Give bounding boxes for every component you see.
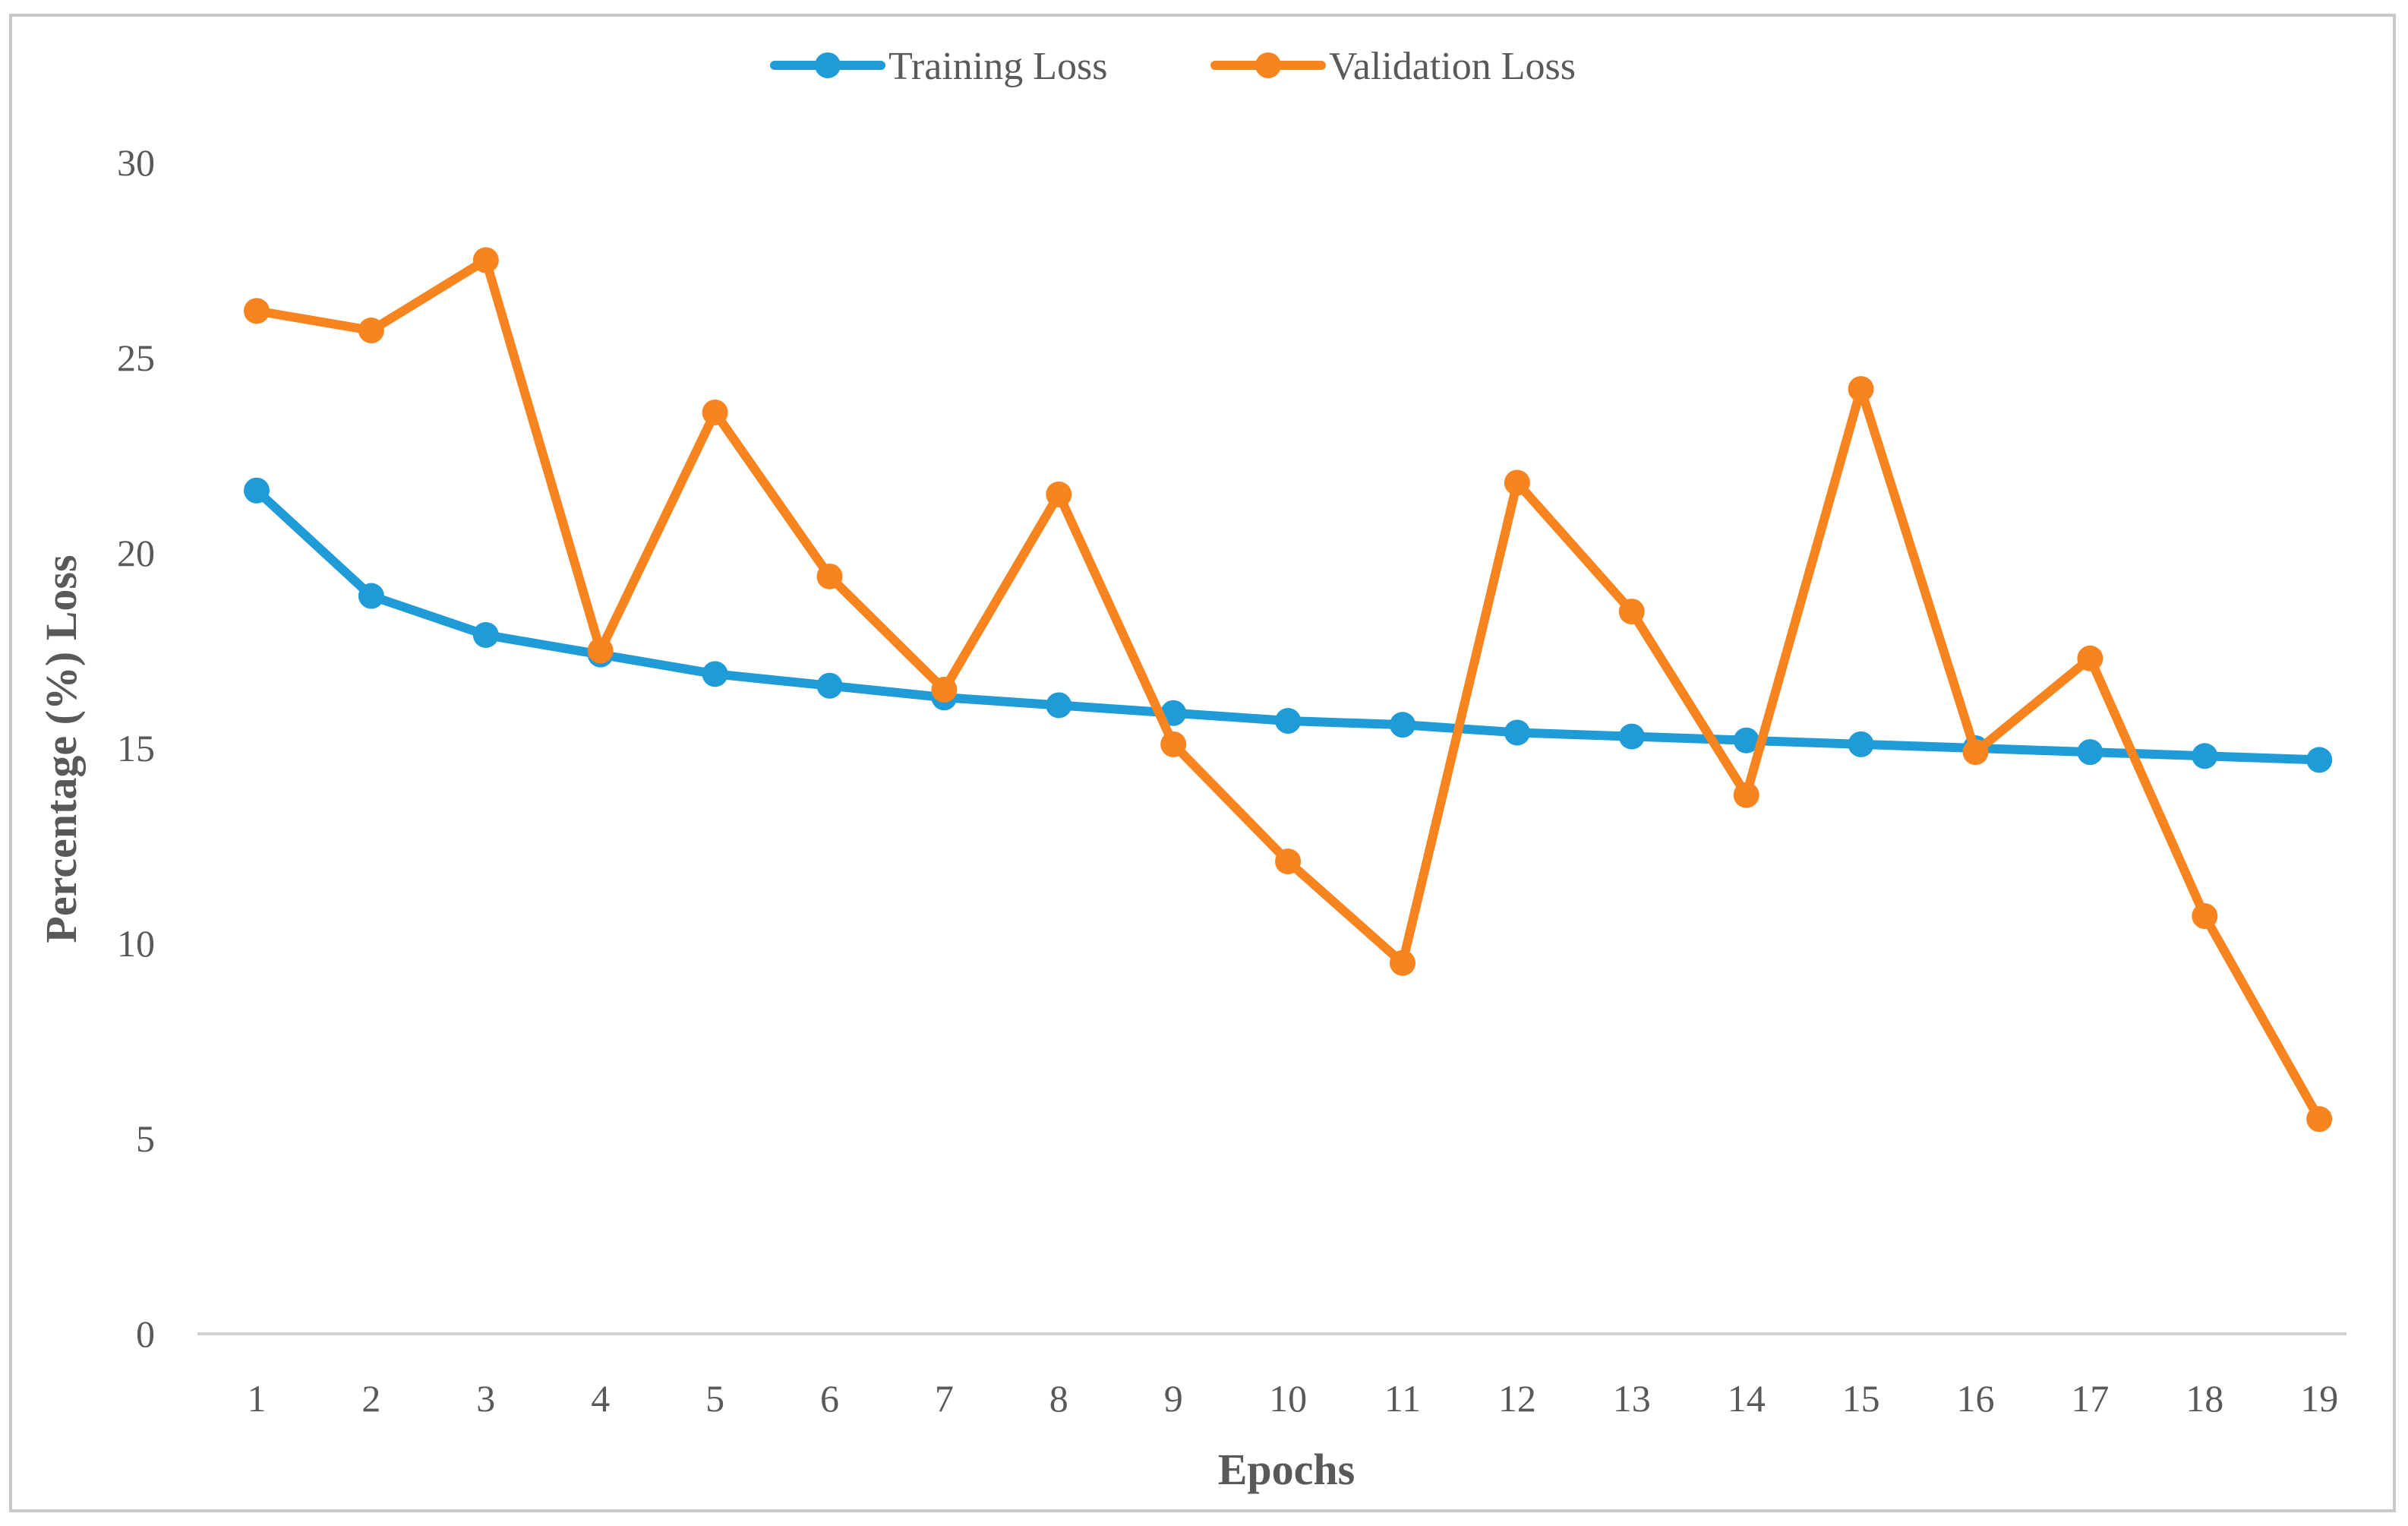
data-point[interactable] <box>2306 1106 2333 1133</box>
data-point[interactable] <box>1275 708 1302 735</box>
y-axis-title: Percentage (%) Loss <box>36 554 86 943</box>
data-point[interactable] <box>2306 747 2333 773</box>
x-axis-title: Epochs <box>1218 1445 1355 1494</box>
y-tick-label: 30 <box>117 141 155 184</box>
data-point[interactable] <box>472 621 499 648</box>
data-point[interactable] <box>816 563 843 589</box>
data-point[interactable] <box>1618 723 1645 750</box>
x-tick-label: 3 <box>476 1377 495 1420</box>
data-point[interactable] <box>1046 692 1072 719</box>
data-point[interactable] <box>931 676 958 703</box>
data-point[interactable] <box>587 637 614 664</box>
data-point[interactable] <box>1390 949 1415 976</box>
data-point[interactable] <box>358 583 384 609</box>
data-point[interactable] <box>472 247 499 273</box>
data-point[interactable] <box>1504 469 1530 496</box>
y-tick-label: 15 <box>117 727 155 769</box>
series-layer <box>244 247 2333 1133</box>
data-point[interactable] <box>244 477 270 504</box>
data-point[interactable] <box>244 298 270 324</box>
legend-swatch-training-marker <box>815 52 841 78</box>
data-point[interactable] <box>2077 739 2103 766</box>
data-point[interactable] <box>1733 782 1759 808</box>
data-point[interactable] <box>1733 727 1759 754</box>
data-point[interactable] <box>1160 731 1187 757</box>
data-point[interactable] <box>1504 719 1530 746</box>
data-point[interactable] <box>1275 848 1302 875</box>
data-point[interactable] <box>1962 739 1989 766</box>
data-point[interactable] <box>1046 481 1072 507</box>
data-point[interactable] <box>2192 743 2218 769</box>
legend-label-validation: Validation Loss <box>1329 45 1576 88</box>
x-tick-label: 13 <box>1613 1377 1651 1420</box>
x-tick-label: 11 <box>1384 1377 1421 1420</box>
legend-swatch-validation-marker <box>1255 52 1281 78</box>
legend-item-training[interactable]: Training Loss <box>770 45 1107 88</box>
legend-item-validation[interactable]: Validation Loss <box>1210 45 1576 88</box>
y-tick-label: 20 <box>117 532 155 574</box>
x-axis-ticks: 1 2 3 4 5 6 7 8 9 10 11 12 13 14 15 16 17 18 19 <box>248 1377 2339 1420</box>
y-tick-label: 25 <box>117 336 155 379</box>
data-point[interactable] <box>816 672 843 699</box>
y-tick-label: 0 <box>136 1313 155 1355</box>
x-tick-label: 6 <box>820 1377 839 1420</box>
data-point[interactable] <box>1618 599 1645 625</box>
x-tick-label: 15 <box>1842 1377 1880 1420</box>
data-point[interactable] <box>702 661 728 687</box>
x-tick-label: 5 <box>705 1377 724 1420</box>
data-point[interactable] <box>2192 903 2218 930</box>
legend-label-training: Training Loss <box>888 45 1107 88</box>
x-tick-label: 1 <box>248 1377 267 1420</box>
x-tick-label: 16 <box>1957 1377 1995 1420</box>
data-point[interactable] <box>702 399 728 425</box>
data-point[interactable] <box>2077 645 2103 671</box>
y-tick-label: 10 <box>117 922 155 965</box>
x-tick-label: 14 <box>1728 1377 1766 1420</box>
chart-frame <box>9 14 2396 1512</box>
series-validation-loss <box>244 247 2333 1133</box>
x-tick-label: 19 <box>2300 1377 2338 1420</box>
data-point[interactable] <box>1390 712 1415 738</box>
x-tick-label: 17 <box>2071 1377 2109 1420</box>
x-tick-label: 2 <box>361 1377 380 1420</box>
series-line <box>252 255 2324 1124</box>
x-tick-label: 4 <box>591 1377 610 1420</box>
x-tick-label: 9 <box>1164 1377 1183 1420</box>
x-tick-label: 18 <box>2186 1377 2223 1420</box>
x-tick-label: 10 <box>1269 1377 1307 1420</box>
x-tick-label: 7 <box>935 1377 954 1420</box>
legend: Training Loss Validation Loss <box>770 45 1576 88</box>
y-tick-label: 5 <box>136 1117 155 1160</box>
data-point[interactable] <box>1848 731 1874 757</box>
data-point[interactable] <box>358 318 384 344</box>
y-axis-ticks: 0 5 10 15 20 25 30 <box>117 141 155 1355</box>
series-training-loss <box>244 477 2333 773</box>
x-tick-label: 12 <box>1498 1377 1536 1420</box>
data-point[interactable] <box>1848 376 1874 403</box>
x-tick-label: 8 <box>1049 1377 1068 1420</box>
